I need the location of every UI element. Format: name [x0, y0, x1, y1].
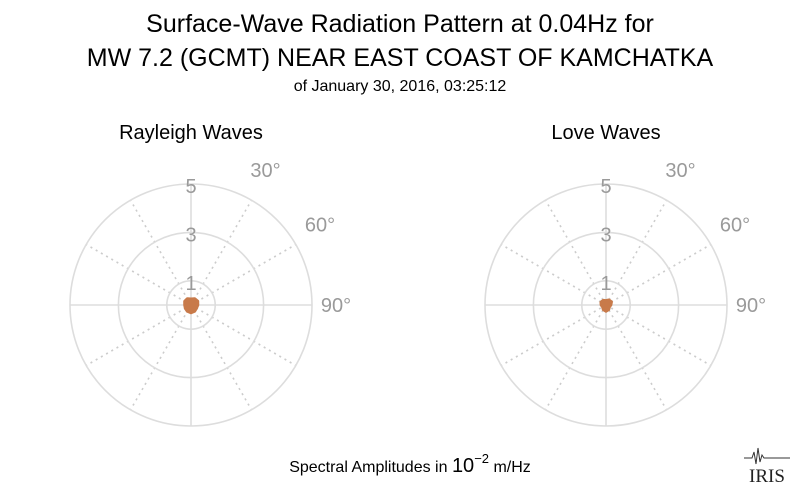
love-spoke-330 [544, 199, 607, 306]
caption-base: 10 [452, 455, 474, 477]
love-angular-tick-90: 90° [736, 295, 766, 317]
rayleigh-spoke-60 [190, 243, 297, 306]
chart-title-line1: Surface-Wave Radiation Pattern at 0.04Hz… [146, 10, 654, 38]
love-radial-tick-3: 3 [600, 224, 611, 246]
chart-subtitle: of January 30, 2016, 03:25:12 [294, 78, 507, 95]
rayleigh-polar-plot: Rayleigh Waves 1 3 5 30° 60° 90° [69, 122, 351, 427]
love-spoke-150 [605, 304, 668, 411]
iris-logo-waveform [744, 447, 790, 465]
rayleigh-panel-title: Rayleigh Waves [119, 122, 263, 144]
love-ring-5 [484, 183, 728, 427]
rayleigh-spoke-300 [85, 243, 192, 306]
love-polar-plot: Love Waves 1 3 5 30° 60° 90° [484, 122, 766, 427]
love-angular-tick-30: 30° [665, 160, 695, 182]
rayleigh-ring-5 [69, 183, 313, 427]
rayleigh-ring-3 [117, 231, 265, 379]
caption-prefix: Spectral Amplitudes in [289, 459, 452, 476]
love-spoke-210 [544, 304, 607, 411]
love-spoke-60 [605, 243, 712, 306]
rayleigh-pattern-series-0 [183, 297, 200, 315]
love-radial-tick-5: 5 [600, 176, 611, 198]
amplitude-caption: Spectral Amplitudes in 10−2 m/Hz [289, 451, 531, 477]
rayleigh-spoke-330 [129, 199, 192, 306]
iris-logo-text: IRIS [749, 466, 785, 487]
rayleigh-angular-tick-60: 60° [305, 215, 335, 237]
rayleigh-angular-tick-90: 90° [321, 295, 351, 317]
love-spoke-240 [500, 304, 607, 367]
love-ring-3 [532, 231, 680, 379]
love-pattern-series-0 [599, 298, 613, 313]
rayleigh-spoke-240 [85, 304, 192, 367]
rayleigh-angular-tick-30: 30° [250, 160, 280, 182]
rayleigh-spoke-30 [190, 199, 253, 306]
rayleigh-ring-1 [166, 279, 217, 330]
caption-exponent: −2 [474, 451, 489, 466]
love-angular-tick-60: 60° [720, 215, 750, 237]
rayleigh-radial-tick-3: 3 [185, 224, 196, 246]
love-ring-1 [580, 279, 631, 330]
rayleigh-spoke-120 [190, 304, 297, 367]
love-spoke-300 [500, 243, 607, 306]
chart-title-line2: MW 7.2 (GCMT) NEAR EAST COAST OF KAMCHAT… [87, 44, 714, 72]
rayleigh-radial-tick-1: 1 [185, 273, 196, 295]
love-panel-title: Love Waves [551, 122, 660, 144]
love-spoke-120 [605, 304, 712, 367]
rayleigh-spoke-210 [129, 304, 192, 411]
rayleigh-radial-tick-5: 5 [185, 176, 196, 198]
love-spoke-30 [605, 199, 668, 306]
iris-logo: IRIS [744, 447, 790, 487]
rayleigh-spoke-150 [190, 304, 253, 411]
love-radial-tick-1: 1 [600, 273, 611, 295]
caption-suffix: m/Hz [489, 459, 531, 476]
